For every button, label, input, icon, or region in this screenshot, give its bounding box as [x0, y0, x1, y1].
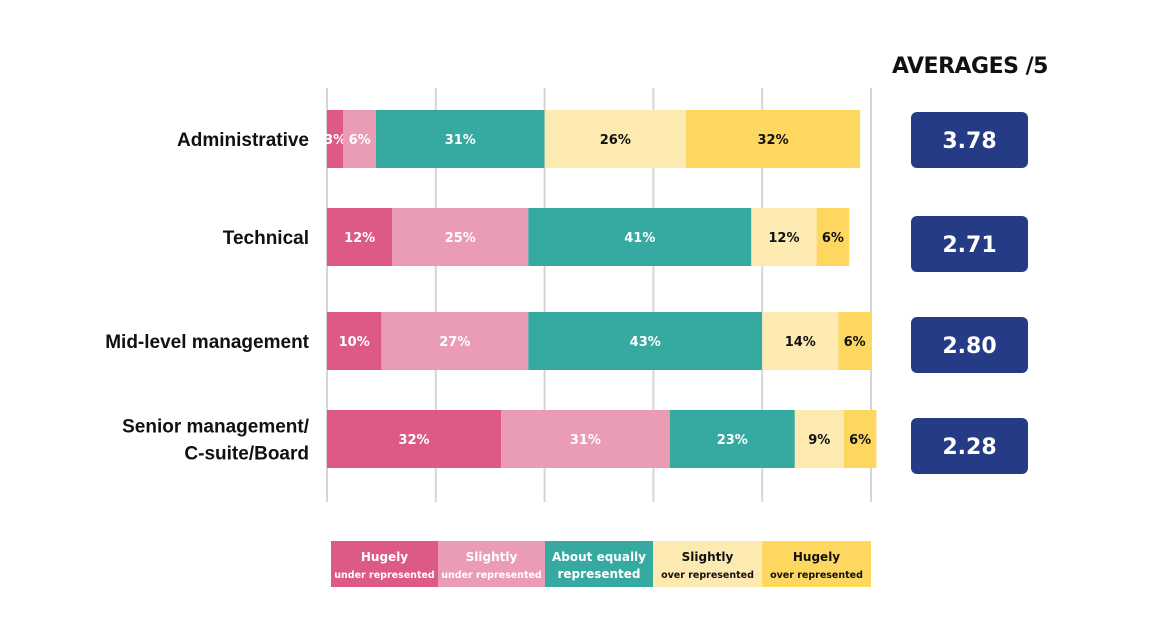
data-label: 25%: [445, 231, 476, 246]
bar-segment: [327, 110, 344, 168]
legend-label: About equally: [552, 550, 646, 564]
legend-swatch: [762, 541, 871, 587]
legend-label: Hugely: [361, 550, 408, 564]
data-label: 3%: [324, 133, 346, 148]
bar-segment: [838, 312, 871, 370]
legend-swatch: [545, 541, 653, 587]
data-label: 12%: [344, 231, 375, 246]
legend-label: represented: [558, 567, 641, 581]
data-label: 10%: [339, 335, 370, 350]
category-label: Senior management/: [122, 417, 310, 438]
data-label: 43%: [630, 335, 661, 350]
bar-segment: [843, 410, 877, 468]
data-label: 6%: [844, 335, 866, 350]
bar-segment: [375, 110, 545, 168]
average-box: [911, 418, 1028, 474]
data-label: 31%: [570, 433, 601, 448]
legend-label: Slightly: [466, 550, 518, 564]
category-label: Technical: [223, 228, 309, 249]
bar-segment: [327, 410, 502, 468]
bar-segment: [528, 312, 763, 370]
bar-segment: [751, 208, 817, 266]
average-value: 2.28: [942, 435, 996, 460]
data-label: 26%: [600, 133, 631, 148]
data-label: 14%: [785, 335, 816, 350]
data-label: 6%: [849, 433, 871, 448]
bars: 3% 6% 31% 26% 32%12% 25% 41% 12% 6%10% 27% 43% 14% 6…: [324, 110, 877, 468]
category-label: C-suite/Board: [184, 444, 309, 465]
legend-label: over represented: [661, 570, 754, 581]
legend-swatch: [653, 541, 762, 587]
data-label: 9%: [808, 433, 830, 448]
bar-segment: [669, 410, 795, 468]
bar-segment: [327, 312, 382, 370]
data-label: 6%: [349, 133, 371, 148]
legend-label: under represented: [334, 570, 434, 581]
category-label: Administrative: [177, 130, 309, 151]
data-label: 27%: [439, 335, 470, 350]
bar-segment: [528, 208, 752, 266]
averages-boxes: 3.78 2.71 2.80 2.28: [911, 112, 1028, 474]
data-label: 31%: [445, 133, 476, 148]
bar-segment: [381, 312, 529, 370]
legend-label: over represented: [770, 570, 863, 581]
data-label: 32%: [758, 133, 789, 148]
legend-label: under represented: [441, 570, 541, 581]
category-label: Mid-level management: [105, 332, 309, 353]
data-label: 32%: [398, 433, 429, 448]
average-value: 2.80: [942, 334, 996, 359]
data-label: 12%: [768, 231, 799, 246]
bar-segment: [762, 312, 839, 370]
bar-segment: [327, 208, 393, 266]
average-box: [911, 216, 1028, 272]
bar-segment: [343, 110, 376, 168]
bar-segment: [501, 410, 670, 468]
bar-segment: [544, 110, 687, 168]
category-labels: Administrative Technical Mid-level managem…: [105, 130, 309, 465]
averages-title: AVERAGES /5: [892, 54, 1048, 79]
data-label: 41%: [624, 231, 655, 246]
bar-segment: [816, 208, 850, 266]
average-box: [911, 317, 1028, 373]
legend-swatch: [438, 541, 545, 587]
data-label: 6%: [822, 231, 844, 246]
bar-segment: [686, 110, 861, 168]
data-label: 23%: [717, 433, 748, 448]
legend-label: Hugely: [793, 550, 840, 564]
bar-segment: [392, 208, 529, 266]
legend-swatch: [331, 541, 438, 587]
legend-label: Slightly: [682, 550, 734, 564]
bar-segment: [794, 410, 844, 468]
average-box: [911, 112, 1028, 168]
average-value: 3.78: [942, 129, 996, 154]
average-value: 2.71: [942, 233, 996, 258]
legend: Hugely under represented Slightly under rep…: [331, 541, 871, 587]
